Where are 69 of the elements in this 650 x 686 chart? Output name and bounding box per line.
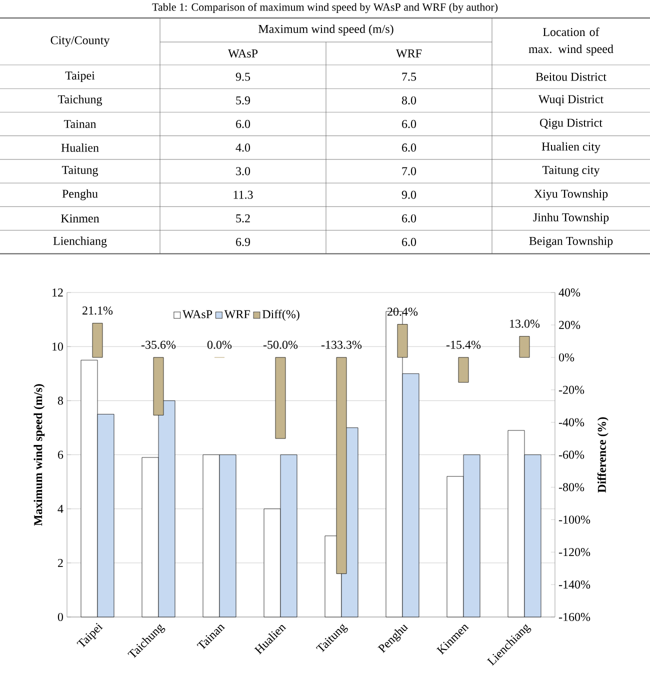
- category-label: Hualien: [61, 143, 99, 152]
- category-label: Taitung: [62, 166, 98, 176]
- category-label: Tainan: [64, 120, 96, 128]
- text: 7.0: [402, 167, 416, 176]
- category-label: Lienchiang: [53, 236, 107, 248]
- text: 5.2: [236, 214, 250, 222]
- y-tick-label: 12: [52, 288, 63, 296]
- text: Location of max. wind speed: [528, 28, 614, 56]
- legend-label: WAsP: [182, 310, 212, 318]
- y-axis-title: Maximum wind speed (m/s): [34, 384, 45, 526]
- y2-axis-title: Difference (%): [597, 417, 608, 493]
- y2-tick-label: -140%: [558, 580, 590, 589]
- text: 7.5: [402, 72, 416, 81]
- text: 6.9: [236, 238, 250, 246]
- data-label: 0.0%: [207, 340, 232, 349]
- text: 6.0: [402, 238, 416, 246]
- y-tick-label: 6: [58, 450, 64, 459]
- text: 6.0: [402, 144, 416, 152]
- legend-label: WRF: [224, 310, 250, 318]
- text: Beitou District: [536, 72, 606, 81]
- text: WAsP: [228, 49, 258, 58]
- y2-tick-label: -40%: [558, 418, 584, 426]
- y2-tick-label: 0%: [558, 353, 574, 362]
- text: 3.0: [236, 167, 250, 176]
- y2-tick-label: -80%: [558, 483, 584, 492]
- text: Beigan Township: [529, 236, 613, 248]
- y2-tick-label: -120%: [558, 548, 590, 556]
- text: Wuqi District: [538, 95, 604, 106]
- text: Maximum wind speed (m/s): [258, 24, 394, 36]
- data-label: 21.1%: [82, 306, 113, 315]
- y-tick-label: 8: [58, 396, 64, 405]
- data-label: 20.4%: [388, 308, 418, 316]
- text: 9.5: [236, 72, 250, 81]
- text: City/County: [50, 36, 110, 47]
- y2-tick-label: -20%: [558, 386, 584, 394]
- text: Jinhu Township: [533, 212, 609, 224]
- text: 4.0: [236, 144, 250, 152]
- text: 6.0: [402, 214, 416, 222]
- y2-tick-label: 40%: [558, 288, 580, 297]
- data-label: -15.4%: [446, 340, 481, 349]
- data-label: 13.0%: [510, 320, 540, 328]
- text: Xiyu Township: [534, 189, 608, 200]
- legend-label: Diff(%): [262, 310, 300, 321]
- y-tick-label: 10: [52, 342, 63, 351]
- data-label: -133.3%: [321, 340, 362, 349]
- text: Qigu District: [540, 118, 602, 130]
- text: Hualien city: [542, 142, 600, 154]
- y2-tick-label: -160%: [558, 612, 590, 622]
- y2-tick-label: -60%: [558, 450, 584, 459]
- y2-tick-label: 20%: [559, 320, 580, 330]
- text: 9.0: [402, 190, 416, 199]
- y-tick-label: 0: [58, 612, 64, 622]
- text: 8.0: [402, 96, 416, 104]
- category-label: Kinmen: [61, 214, 100, 222]
- text: 6.0: [402, 120, 416, 128]
- data-label: -35.6%: [141, 340, 176, 349]
- y2-tick-label: -100%: [558, 516, 590, 524]
- y-tick-label: 4: [58, 504, 64, 513]
- text: 11.3: [234, 190, 253, 199]
- category-label: Penghu: [62, 189, 98, 200]
- text: 5.9: [236, 96, 250, 104]
- text: 6.0: [236, 120, 250, 128]
- text: WRF: [396, 49, 422, 58]
- y-tick-label: 2: [58, 558, 63, 567]
- chart-title: Table 1: Comparison of maximum wind speed by WAsP and WRF (by author): [152, 2, 498, 14]
- text: Taitung city: [542, 166, 600, 176]
- category-label: Taipei: [65, 72, 95, 82]
- category-label: Taichung: [58, 94, 102, 106]
- data-label: -50.0%: [263, 340, 298, 349]
